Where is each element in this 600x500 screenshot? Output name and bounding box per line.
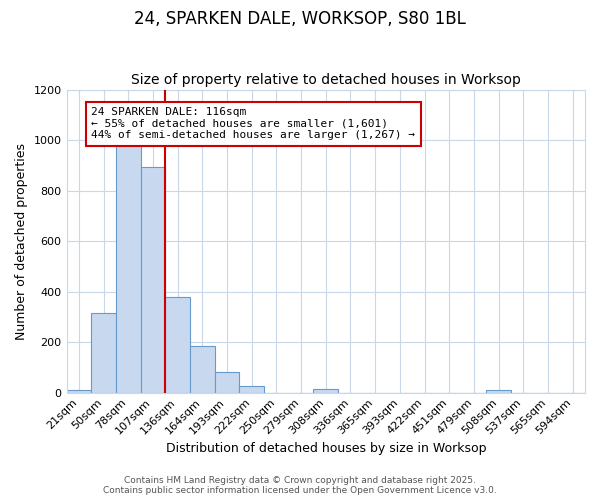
Bar bbox=[67, 390, 91, 392]
Bar bbox=[313, 389, 338, 392]
Y-axis label: Number of detached properties: Number of detached properties bbox=[15, 142, 28, 340]
Title: Size of property relative to detached houses in Worksop: Size of property relative to detached ho… bbox=[131, 73, 521, 87]
Bar bbox=[165, 296, 190, 392]
Text: 24 SPARKEN DALE: 116sqm
← 55% of detached houses are smaller (1,601)
44% of semi: 24 SPARKEN DALE: 116sqm ← 55% of detache… bbox=[91, 107, 415, 140]
Text: Contains HM Land Registry data © Crown copyright and database right 2025.
Contai: Contains HM Land Registry data © Crown c… bbox=[103, 476, 497, 495]
Text: 24, SPARKEN DALE, WORKSOP, S80 1BL: 24, SPARKEN DALE, WORKSOP, S80 1BL bbox=[134, 10, 466, 28]
Bar bbox=[140, 166, 165, 392]
Bar bbox=[116, 140, 140, 392]
X-axis label: Distribution of detached houses by size in Worksop: Distribution of detached houses by size … bbox=[166, 442, 486, 455]
Bar bbox=[486, 390, 511, 392]
Bar bbox=[215, 372, 239, 392]
Bar bbox=[190, 346, 215, 393]
Bar bbox=[239, 386, 264, 392]
Bar bbox=[91, 313, 116, 392]
